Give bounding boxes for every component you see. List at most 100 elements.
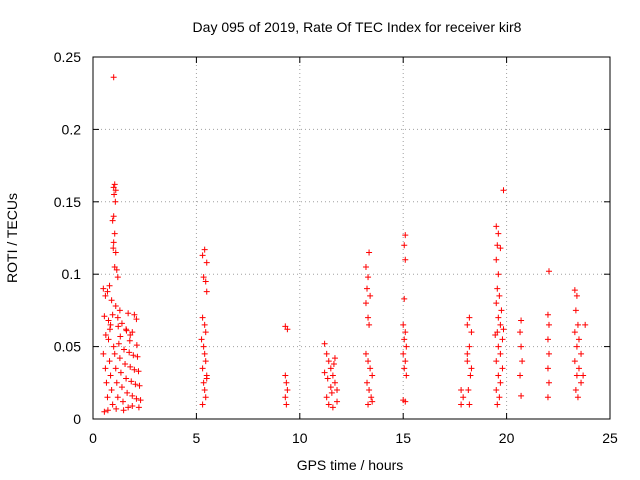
data-point-marker [118,384,125,391]
data-point-marker [324,375,331,382]
data-point-marker [575,336,582,343]
data-point-marker [401,295,408,302]
data-point-marker [544,365,551,372]
data-point-marker [494,242,501,249]
x-tick-label: 10 [292,430,308,446]
data-point-marker [497,350,504,357]
data-point-marker [108,387,115,394]
data-point-marker [458,387,465,394]
data-point-marker [111,191,118,198]
data-point-marker [497,245,504,252]
data-point-marker [327,365,334,372]
data-point-marker [113,266,120,273]
y-tick-label: 0.15 [54,194,81,210]
data-point-marker [121,346,128,353]
data-point-marker [465,387,472,394]
data-point-marker [545,379,552,386]
data-point-marker [518,317,525,324]
data-point-marker [110,343,117,350]
data-point-marker [334,398,341,405]
data-point-marker [497,379,504,386]
data-point-marker [403,372,410,379]
data-point-marker [109,217,116,224]
data-point-marker [202,358,209,365]
data-point-marker [201,246,208,253]
data-point-marker [107,321,114,328]
data-point-marker [111,350,118,357]
data-point-marker [101,313,108,320]
data-point-marker [362,350,369,357]
data-point-marker [367,292,374,299]
data-point-marker [518,343,525,350]
grid-lines [93,57,610,419]
data-point-marker [106,326,113,333]
data-point-marker [494,401,501,408]
data-point-marker [572,307,579,314]
data-point-marker [571,287,578,294]
data-point-marker [402,256,409,263]
data-point-marker [544,394,551,401]
data-point-marker [495,271,502,278]
data-point-marker [329,404,336,411]
data-point-marker [464,321,471,328]
data-point-marker [365,401,372,408]
data-point-marker [109,401,116,408]
data-point-marker [102,332,109,339]
data-point-marker [133,316,140,323]
data-point-marker [201,321,208,328]
data-point-marker [331,379,338,386]
data-point-marker [464,350,471,357]
data-point-marker [114,394,121,401]
data-point-marker [203,288,210,295]
data-point-marker [105,336,112,343]
x-tick-label: 15 [395,430,411,446]
data-point-marker [199,365,206,372]
data-point-marker [113,379,120,386]
data-point-marker [402,329,409,336]
data-point-marker [283,379,290,386]
data-point-marker [330,360,337,367]
data-point-marker [545,321,552,328]
data-point-marker [402,358,409,365]
data-point-marker [126,349,133,356]
data-point-marker [400,321,407,328]
data-point-marker [468,365,475,372]
data-point-marker [198,336,205,343]
data-point-marker [365,358,372,365]
data-point-marker [110,213,117,220]
data-point-marker [133,395,140,402]
data-point-marker [115,340,122,347]
data-point-marker [127,363,134,370]
data-point-marker [122,360,129,367]
data-point-marker [111,230,118,237]
data-point-marker [578,379,585,386]
y-tick-label: 0 [73,411,81,427]
data-point-marker [466,401,473,408]
data-point-marker [100,285,107,292]
data-point-marker [402,232,409,239]
data-point-marker [105,317,112,324]
y-tick-label: 0.1 [62,266,82,282]
data-point-marker [114,274,121,281]
data-point-marker [571,358,578,365]
data-point-marker [112,198,119,205]
data-point-marker [202,394,209,401]
chart-title: Day 095 of 2019, Rate Of TEC Index for r… [193,19,522,35]
data-point-marker [130,352,137,359]
data-point-marker [368,394,375,401]
data-point-marker [202,329,209,336]
data-point-marker [517,372,524,379]
data-point-marker [108,297,115,304]
data-point-marker [466,314,473,321]
data-point-marker [117,333,124,340]
data-point-marker [544,311,551,318]
data-point-marker [323,350,330,357]
data-point-marker [495,230,502,237]
data-point-marker [103,379,110,386]
data-point-marker [283,401,290,408]
data-point-marker [106,282,113,289]
data-point-marker [573,292,580,299]
data-point-marker [199,252,206,259]
data-point-marker [116,355,123,362]
